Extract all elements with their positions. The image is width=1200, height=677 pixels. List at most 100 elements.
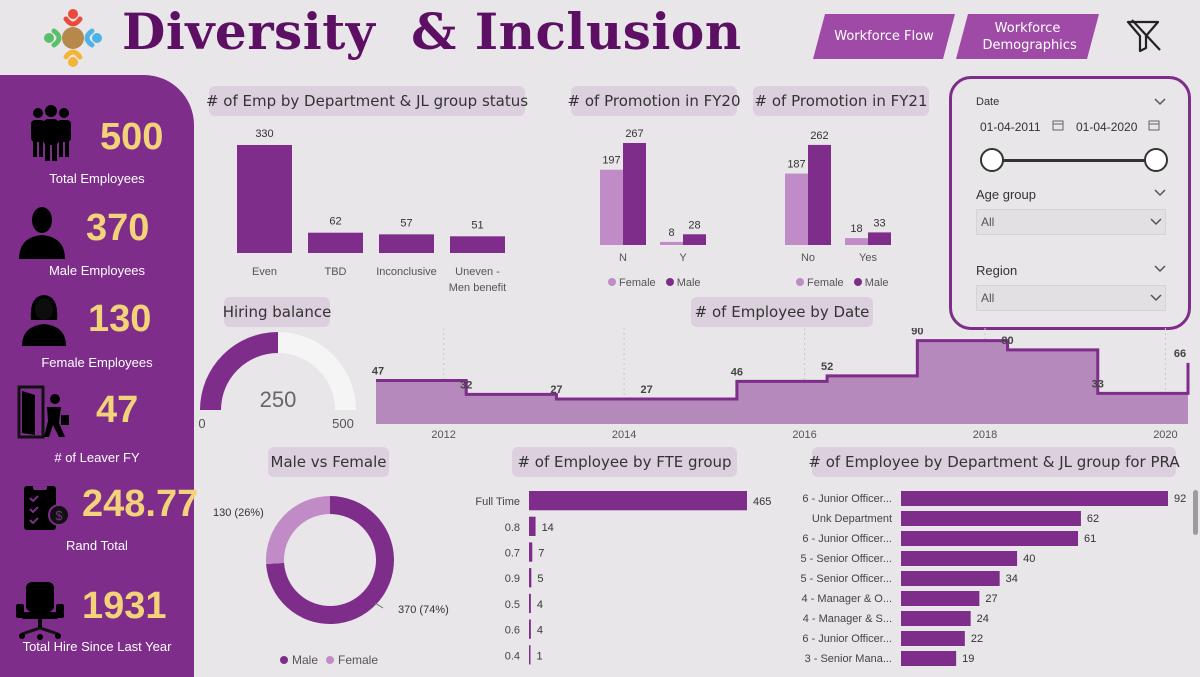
slice-label: 130 (26%) [213,507,264,519]
promo-fy20-legend: Female Male [608,277,701,289]
legend-female: Female [608,277,656,289]
data-label: 14 [542,522,554,534]
legend-male: Male [665,277,701,289]
door-exit-icon [17,385,69,439]
data-label: 57 [400,217,412,229]
data-label: 465 [753,496,771,508]
category-label: 0.8 [505,522,520,534]
x-tick-label: 2016 [792,429,816,441]
kpi-female-employees-value: 130 [88,298,152,340]
chevron-down-icon[interactable] [1150,294,1162,302]
chevron-down-icon[interactable] [1154,265,1166,273]
data-label: 27 [641,384,653,396]
data-label: 62 [1087,513,1099,525]
data-label: 24 [977,613,989,625]
male-vs-female-chart-title: Male vs Female [268,447,389,477]
category-label: Unk Department [812,513,892,525]
chevron-down-icon[interactable] [1154,98,1166,106]
kpi-leavers-value: 47 [96,389,139,431]
bar [785,173,808,245]
male-icon [19,207,65,259]
date-range-slider-track[interactable] [992,159,1156,162]
emp-by-date-area-chart: 47 32 27 27 46 52 90 80 33 66 2012 2014 2016 2018 2020 [372,328,1190,441]
data-label: 62 [329,216,341,228]
page-title: Diversity & Inclusion [122,2,742,61]
bar [600,169,623,245]
bar [901,531,1079,546]
gauge-value-label: 250 [260,387,297,412]
donut-slice [266,496,330,565]
promo-fy21-chart-title: # of Promotion in FY21 [753,86,929,116]
category-label: Y [679,252,687,264]
dept-jl-chart-title: # of Emp by Department & JL group status [206,86,528,116]
nav-workforce-demographics-button[interactable]: Workforce Demographics [956,14,1099,59]
page-scrollbar[interactable] [1193,490,1198,535]
region-label: Region [976,263,1018,278]
category-label: 0.9 [505,573,520,585]
date-slider-end-handle[interactable] [1144,148,1168,172]
kpi-rand-total-value: 248.77 [82,483,199,525]
category-label: No [801,252,815,264]
chevron-down-icon[interactable] [1150,218,1162,226]
data-label: 61 [1084,533,1096,545]
date-slider-start-handle[interactable] [980,148,1004,172]
data-label: 40 [1023,553,1035,565]
nav-workforce-flow-button[interactable]: Workforce Flow [813,14,955,59]
data-label: 4 [537,625,543,637]
age-group-label: Age group [976,187,1036,202]
filter-clear-icon[interactable] [1124,16,1164,56]
people-circle-logo-icon [44,9,102,67]
data-label: 32 [460,379,472,391]
date-filter-label: Date [976,96,1000,108]
bar [379,234,434,253]
category-label: Inconclusive [376,266,437,278]
age-group-select[interactable]: All [976,209,1166,235]
region-select[interactable]: All [976,285,1166,311]
fte-bar-chart: 465 Full Time 14 0.8 7 0.7 5 0.9 4 0.5 4 0.6 1 0.4 [475,491,771,665]
x-tick-label: 2014 [612,429,636,441]
category-label: Uneven - [455,266,500,278]
category-label: 5 - Senior Officer... [800,553,892,565]
bar [237,145,292,253]
date-start-field[interactable]: 01-04-2011 [980,115,1070,139]
calendar-icon[interactable] [1052,119,1064,131]
promo-fy20-chart-title: # of Promotion in FY20 [568,86,740,116]
bar [529,645,531,665]
gauge-track [278,332,356,410]
category-label: 4 - Manager & S... [803,613,892,625]
category-label: 6 - Junior Officer... [802,633,892,645]
calendar-icon[interactable] [1148,119,1160,131]
kpi-female-employees-label: Female Employees [41,355,153,370]
filter-panel: Date 01-04-2011 01-04-2020 Age group All… [949,76,1191,330]
data-label: 28 [688,219,700,231]
legend-male-label: Male [292,653,318,667]
data-label: 267 [625,128,643,140]
chevron-down-icon[interactable] [1154,189,1166,197]
x-tick-label: 2020 [1153,429,1177,441]
kpi-male-employees-label: Male Employees [48,263,146,278]
female-icon [22,295,66,346]
fte-chart-title: # of Employee by FTE group [512,447,737,477]
legend-female-label: Female [807,277,844,289]
data-label: 187 [787,159,805,171]
bar [529,568,532,588]
bar [529,491,747,511]
data-label: 51 [471,219,483,231]
kpi-sidebar [0,75,194,677]
category-label: 4 - Manager & O... [802,593,892,605]
data-label: 8 [668,227,674,239]
data-label: 27 [985,593,997,605]
kpi-total-employees-label: Total Employees [49,171,145,186]
dept-pra-bar-chart: 92 6 - Junior Officer... 62 Unk Department 6… [800,491,1186,666]
category-label: 6 - Junior Officer... [802,533,892,545]
emp-by-date-chart-title: # of Employee by Date [691,297,873,327]
bar [529,542,533,562]
data-label: 330 [255,128,273,140]
category-label: 6 - Junior Officer... [802,493,892,505]
date-end-field[interactable]: 01-04-2020 [1076,115,1166,139]
series-line [376,339,1190,401]
data-label: 46 [731,366,743,378]
group-icon [31,105,71,161]
legend-male-label: Male [864,277,889,289]
category-label: Even [252,266,277,278]
